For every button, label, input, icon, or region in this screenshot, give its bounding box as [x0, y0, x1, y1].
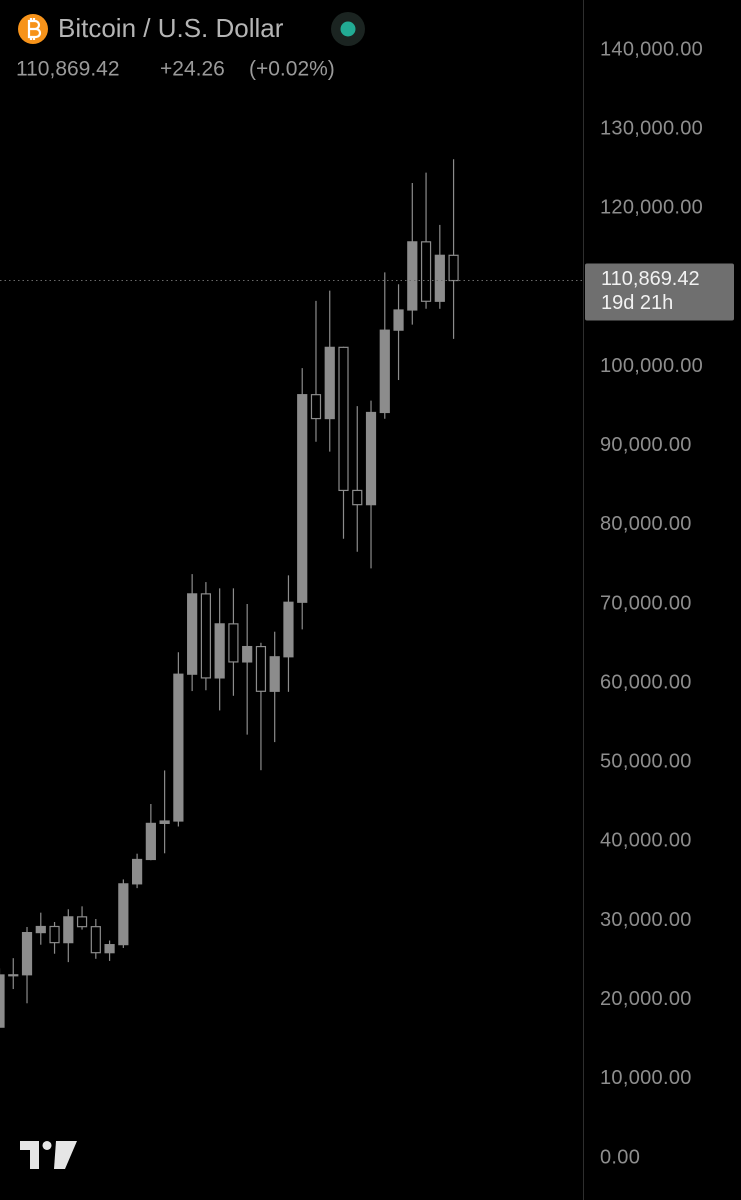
candle-body — [310, 394, 322, 420]
symbol-title: Bitcoin / U.S. Dollar — [58, 13, 284, 43]
y-tick-label: 20,000.00 — [600, 988, 692, 1010]
candle-body — [200, 593, 211, 679]
y-tick-label: 70,000.00 — [600, 592, 692, 614]
y-tick-label: 50,000.00 — [600, 751, 692, 773]
candle-body — [269, 656, 280, 692]
last-price: 110,869.42 — [16, 58, 120, 81]
y-tick-label: 0.00 — [600, 1146, 640, 1168]
candle-body — [352, 489, 363, 506]
change: +24.26 — [160, 58, 225, 81]
market-status[interactable] — [331, 12, 365, 46]
candle-body — [379, 329, 390, 414]
tradingview-logo — [20, 1141, 77, 1169]
last-price-box — [585, 263, 734, 321]
candle-body — [214, 623, 225, 679]
candle-body — [255, 645, 267, 692]
candle-body — [159, 820, 170, 824]
y-tick-label: 100,000.00 — [600, 355, 703, 377]
countdown-label: 19d 21h — [601, 292, 673, 314]
change-percent: (+0.02%) — [249, 58, 335, 81]
candle-body — [434, 254, 445, 302]
last-price-label: 110,869.42 — [601, 268, 700, 290]
candle-body — [63, 916, 74, 944]
symbol-icon — [18, 14, 48, 44]
y-tick-label: 30,000.00 — [600, 909, 692, 931]
candle-body — [393, 309, 404, 331]
y-tick-label: 140,000.00 — [600, 38, 703, 60]
plot-area — [0, 159, 583, 1028]
logo-part — [42, 1141, 52, 1150]
candle-body — [297, 394, 308, 603]
candle-body — [407, 241, 418, 311]
candle-body — [324, 346, 335, 420]
candle-body — [76, 916, 88, 928]
candle-body — [8, 974, 19, 977]
candle-body — [283, 601, 294, 658]
candle-body — [132, 858, 143, 885]
candle-body — [187, 593, 198, 675]
candle-body — [90, 926, 101, 954]
bitcoin-glyph — [27, 18, 42, 40]
y-tick-label: 10,000.00 — [600, 1067, 692, 1089]
y-tick-label: 120,000.00 — [600, 197, 703, 219]
candle-body — [365, 411, 377, 506]
y-tick-label: 130,000.00 — [600, 117, 703, 139]
candle-body — [338, 346, 349, 492]
status-dot — [340, 21, 356, 37]
y-tick-label: 80,000.00 — [600, 513, 692, 535]
y-tick-label: 60,000.00 — [600, 671, 692, 693]
candle-body — [242, 645, 253, 663]
candle-body — [173, 673, 184, 822]
candle-body — [0, 974, 5, 1028]
candle-body — [49, 925, 60, 944]
y-tick-label: 90,000.00 — [600, 434, 692, 456]
logo-part — [54, 1141, 77, 1169]
candle-body — [145, 822, 156, 861]
candle-body — [448, 254, 459, 282]
candle-body — [420, 241, 432, 302]
logo-part — [20, 1141, 39, 1169]
candle-body — [228, 623, 239, 663]
candle-body — [104, 944, 115, 954]
candle-body — [21, 932, 33, 976]
y-tick-label: 40,000.00 — [600, 830, 692, 852]
candle-body — [35, 925, 46, 934]
candle-body — [118, 883, 129, 946]
